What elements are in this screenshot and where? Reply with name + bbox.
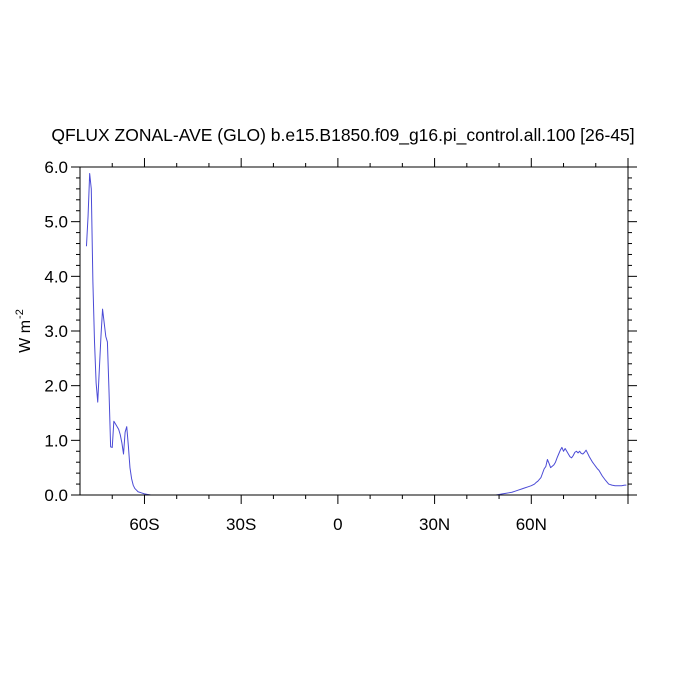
x-tick-label: 30S <box>226 515 256 534</box>
series-layer <box>85 173 627 496</box>
y-tick-label: 1.0 <box>44 431 68 450</box>
y-tick-label: 6.0 <box>44 158 68 177</box>
x-tick-label: 30N <box>419 515 450 534</box>
x-tick-label: 60S <box>129 515 159 534</box>
y-tick-label: 4.0 <box>44 267 68 286</box>
axis-ticks <box>71 158 637 504</box>
y-axis-label-units: W m <box>17 320 34 353</box>
y-axis-label: W m-2 <box>14 309 34 353</box>
y-tick-label: 3.0 <box>44 322 68 341</box>
x-tick-label: 0 <box>333 515 342 534</box>
tick-labels: 0.0 1.0 2.0 3.0 4.0 5.0 6.0 60S 30S 0 30N 60N <box>44 158 547 534</box>
chart-title: QFLUX ZONAL-AVE (GLO) b.e15.B1850.f09_g1… <box>51 125 634 146</box>
data-series-line-0 <box>85 173 627 496</box>
y-tick-label: 5.0 <box>44 213 68 232</box>
y-tick-label: 2.0 <box>44 377 68 396</box>
plot-area-frame <box>79 166 629 496</box>
y-tick-label: 0.0 <box>44 486 68 505</box>
y-axis-label-exponent: -2 <box>14 309 26 319</box>
x-tick-label: 60N <box>516 515 547 534</box>
